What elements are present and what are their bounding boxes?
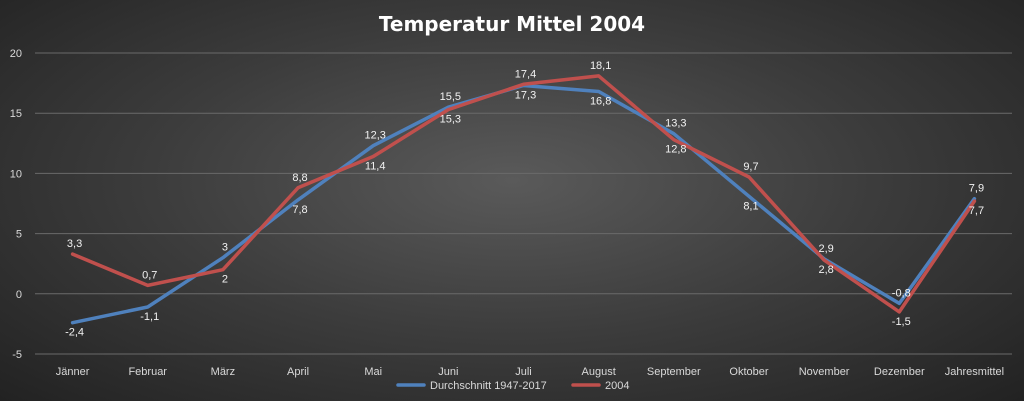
data-label: 15,5 <box>440 91 461 103</box>
x-tick-label: März <box>211 366 235 378</box>
data-label: 18,1 <box>590 60 611 72</box>
data-labels: -2,4 -1,1 3 7,8 12,3 15,5 17,3 16,8 13,3 8,1 2,9 -0… <box>65 60 984 339</box>
y-tick-label: 15 <box>10 108 22 120</box>
legend-label: 2004 <box>605 380 629 392</box>
y-tick-label: 10 <box>10 168 22 180</box>
y-tick-label: -5 <box>12 349 22 361</box>
data-label: 2 <box>222 274 228 286</box>
data-label: 2,8 <box>818 264 833 276</box>
legend-label: Durchschnitt 1947-2017 <box>430 380 547 392</box>
data-label: 7,9 <box>969 183 984 195</box>
x-tick-label: Juni <box>438 366 458 378</box>
x-tick-label: Dezember <box>874 366 925 378</box>
data-label: 7,7 <box>969 205 984 217</box>
data-label: 3 <box>222 242 228 254</box>
data-label: -0,8 <box>892 287 911 299</box>
data-label: 11,4 <box>365 161 386 173</box>
data-label: 8,1 <box>743 200 758 212</box>
y-tick-label: 20 <box>10 48 22 60</box>
x-tick-label: September <box>647 366 701 378</box>
x-tick-label: November <box>799 366 850 378</box>
series-line <box>70 83 977 325</box>
data-label: 12,8 <box>665 144 686 156</box>
x-tick-label: Oktober <box>729 366 768 378</box>
data-label: 9,7 <box>743 161 758 173</box>
data-label: 8,8 <box>292 172 307 184</box>
x-tick-label: Februar <box>128 366 167 378</box>
data-label: 17,4 <box>515 68 536 80</box>
x-tick-label: Jahresmittel <box>945 366 1004 378</box>
data-label: 17,3 <box>515 90 536 102</box>
chart-title: Temperatur Mittel 2004 <box>379 12 645 36</box>
data-label: 0,7 <box>142 269 157 281</box>
data-label: 2,9 <box>818 243 833 255</box>
gridlines <box>35 52 1012 355</box>
series-lines <box>70 74 977 325</box>
data-label: -1,1 <box>140 311 159 323</box>
x-tick-label: Juli <box>515 366 532 378</box>
data-label: 3,3 <box>67 238 82 250</box>
x-tick-label: August <box>582 366 616 378</box>
x-tick-label: Jänner <box>56 366 90 378</box>
x-tick-label: April <box>287 366 309 378</box>
data-label: 13,3 <box>665 118 686 130</box>
data-label: -2,4 <box>65 327 84 339</box>
data-label: 15,3 <box>440 114 461 126</box>
y-tick-label: 5 <box>16 229 22 241</box>
data-label: 7,8 <box>292 204 307 216</box>
data-label: 16,8 <box>590 96 611 108</box>
series-line <box>70 74 977 314</box>
legend: Durchschnitt 1947-2017 2004 <box>396 380 629 392</box>
y-tick-label: 0 <box>16 289 22 301</box>
data-label: 12,3 <box>364 130 385 142</box>
y-axis-ticks: -5 0 5 10 15 20 <box>10 48 22 361</box>
x-tick-label: Mai <box>364 366 382 378</box>
data-label: -1,5 <box>892 316 911 328</box>
x-axis-ticks: Jänner Februar März April Mai Juni Juli August S… <box>56 366 1004 378</box>
